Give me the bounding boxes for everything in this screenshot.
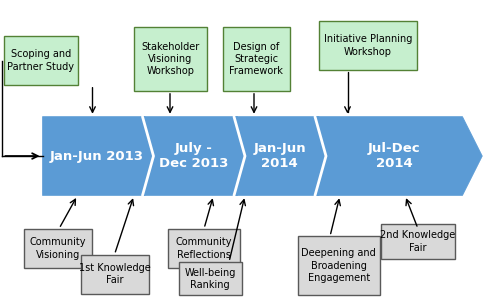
FancyBboxPatch shape — [24, 229, 92, 268]
Text: July -
Dec 2013: July - Dec 2013 — [158, 142, 228, 170]
Text: 1st Knowledge
Fair: 1st Knowledge Fair — [79, 263, 150, 285]
Text: Jan-Jun 2013: Jan-Jun 2013 — [50, 150, 144, 162]
FancyBboxPatch shape — [179, 262, 242, 295]
Text: Initiative Planning
Workshop: Initiative Planning Workshop — [324, 34, 412, 57]
Text: Jan-Jun
2014: Jan-Jun 2014 — [254, 142, 306, 170]
FancyBboxPatch shape — [298, 236, 380, 295]
FancyBboxPatch shape — [222, 27, 290, 91]
FancyBboxPatch shape — [381, 224, 455, 259]
FancyBboxPatch shape — [168, 229, 240, 268]
Text: Jul-Dec
2014: Jul-Dec 2014 — [368, 142, 420, 170]
FancyBboxPatch shape — [319, 21, 416, 70]
Text: Community
Visioning: Community Visioning — [30, 237, 86, 260]
FancyBboxPatch shape — [134, 27, 206, 91]
Text: Scoping and
Partner Study: Scoping and Partner Study — [8, 49, 74, 72]
Polygon shape — [315, 117, 482, 195]
FancyBboxPatch shape — [4, 36, 78, 85]
Polygon shape — [42, 117, 156, 195]
Polygon shape — [142, 117, 248, 195]
FancyBboxPatch shape — [81, 255, 148, 294]
Text: Community
Reflections: Community Reflections — [176, 237, 232, 260]
Text: Stakeholder
Visioning
Workshop: Stakeholder Visioning Workshop — [141, 42, 200, 76]
Text: Design of
Strategic
Framework: Design of Strategic Framework — [230, 42, 283, 76]
Text: 2nd Knowledge
Fair: 2nd Knowledge Fair — [380, 231, 456, 253]
Text: Well-being
Ranking: Well-being Ranking — [184, 268, 236, 290]
Text: Deepening and
Broadening
Engagement: Deepening and Broadening Engagement — [302, 248, 376, 283]
Polygon shape — [234, 117, 330, 195]
